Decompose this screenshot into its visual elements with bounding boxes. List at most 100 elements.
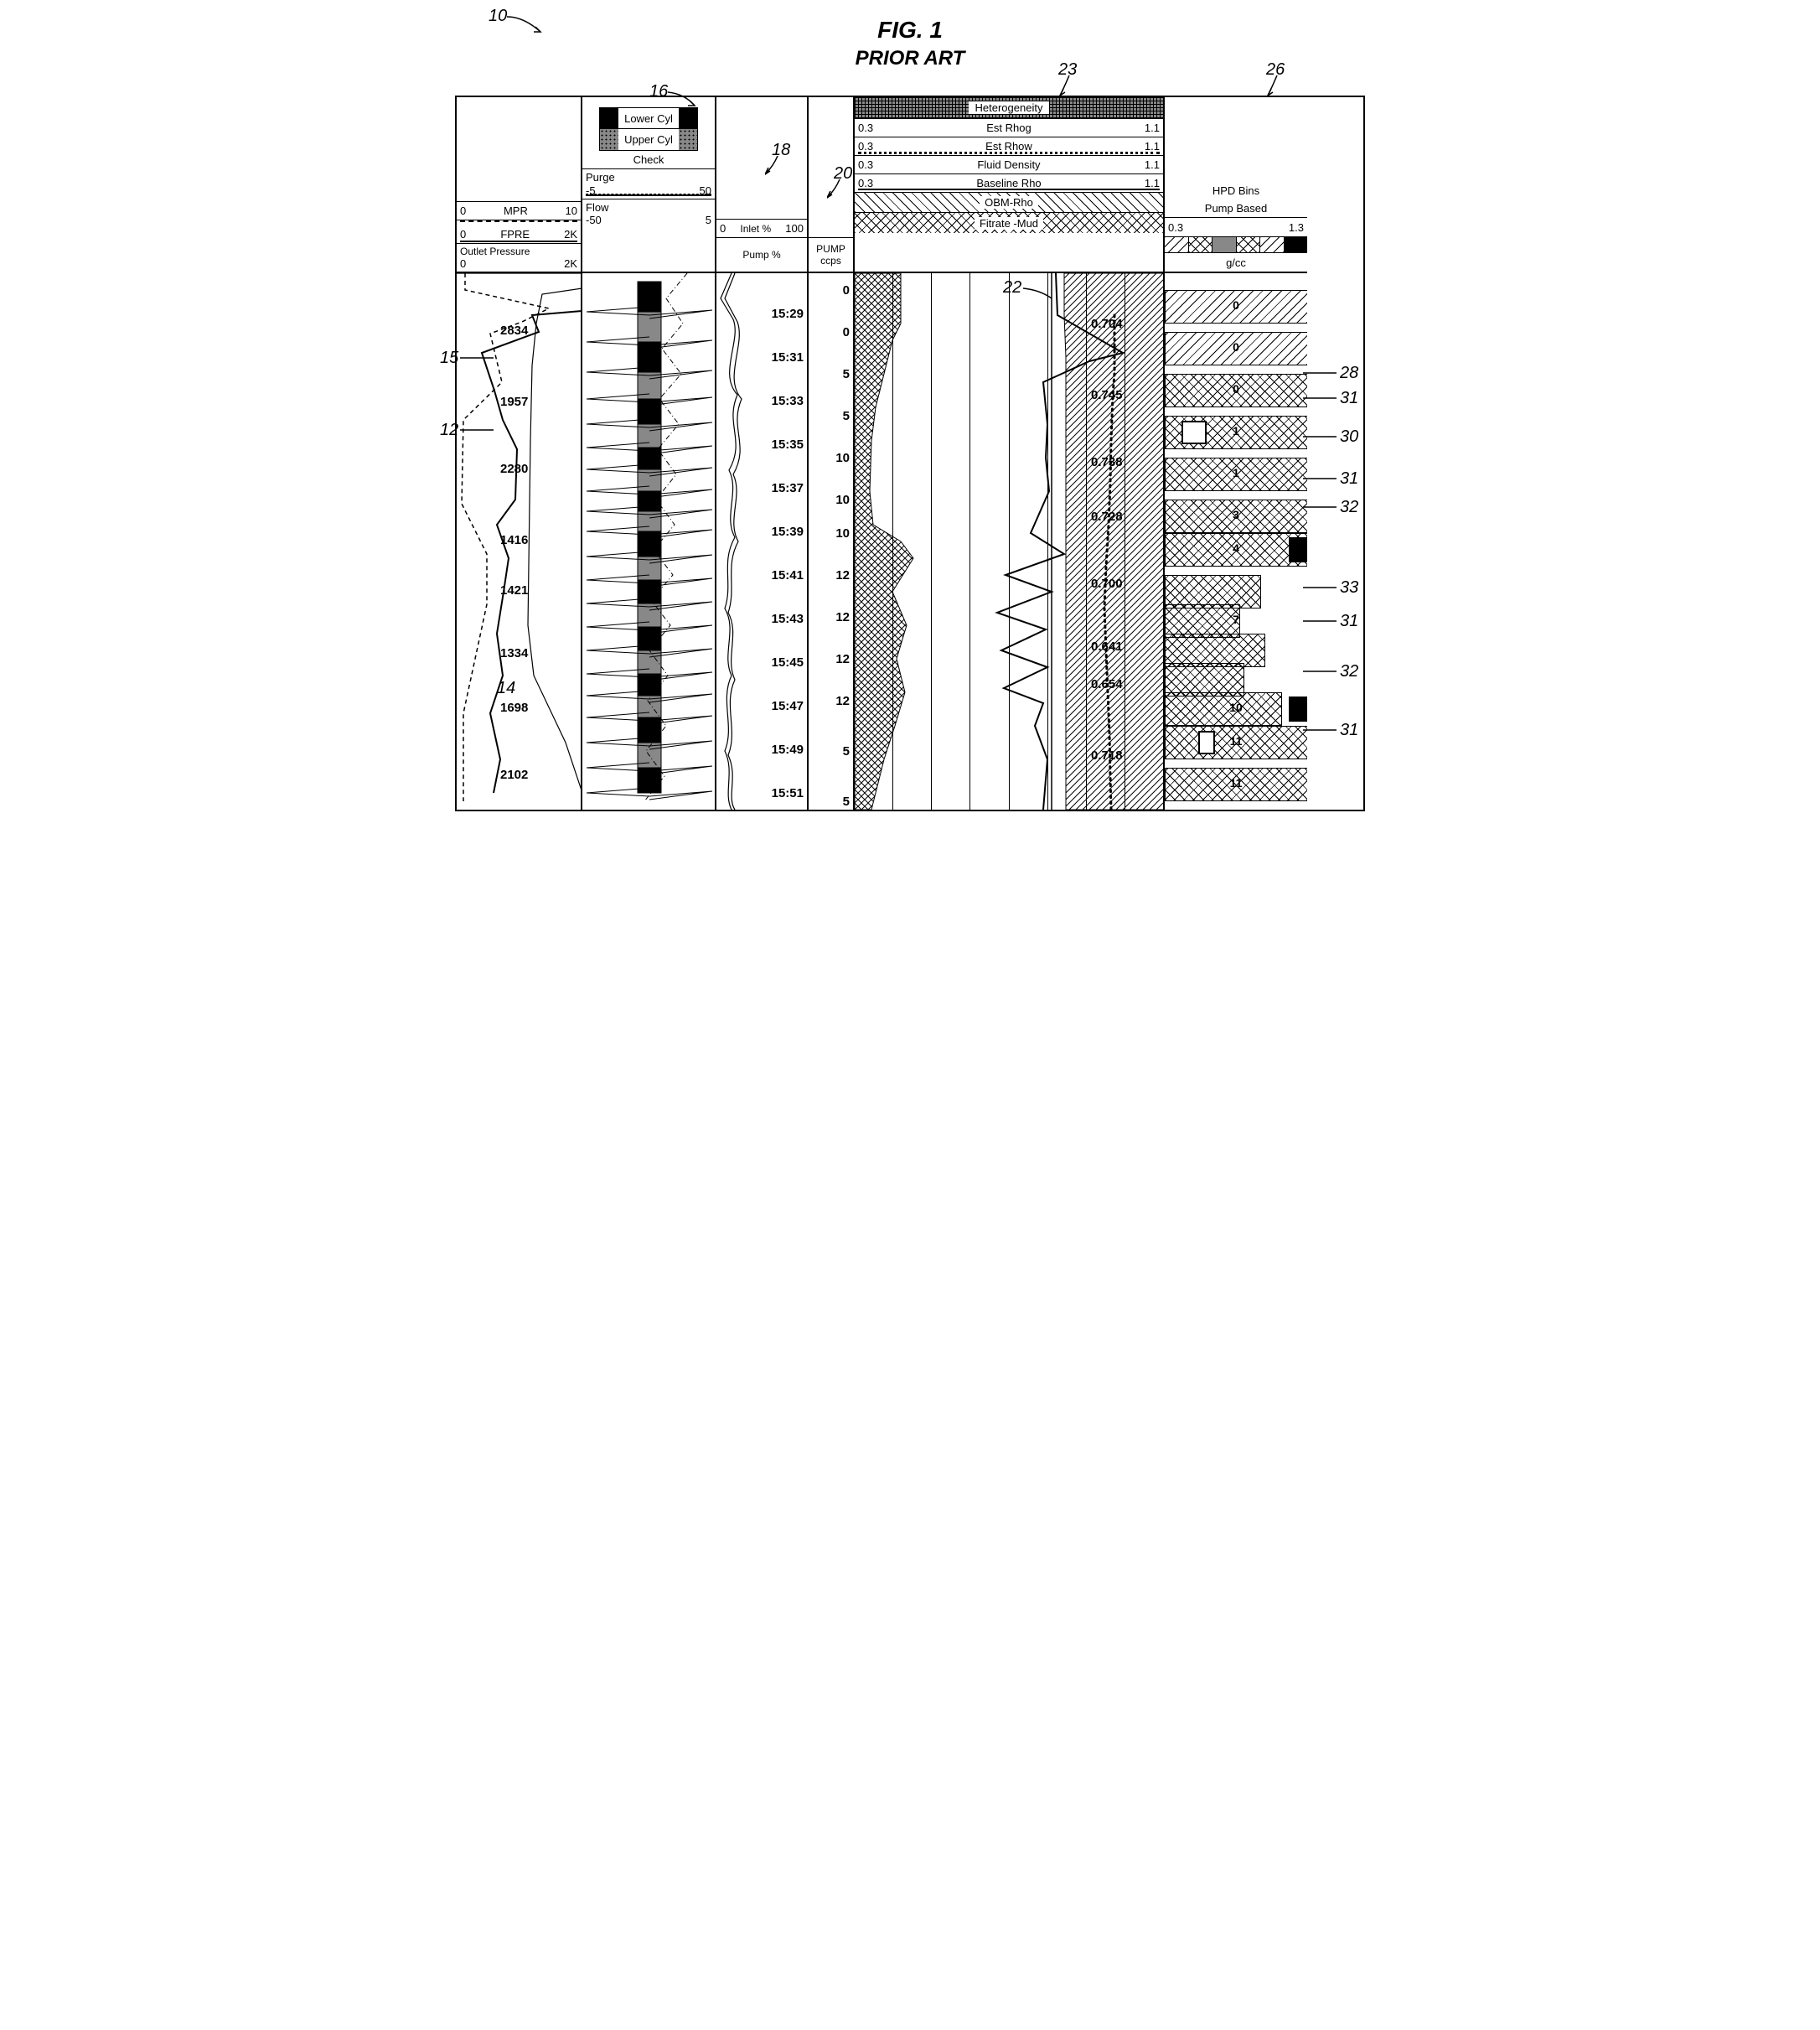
pressure-value: 2834: [500, 324, 528, 338]
hpd-bin: [1165, 634, 1265, 667]
track-pressure: 0 MPR 10 0 FPRE 2K Outlet Pressure 02K: [457, 97, 582, 810]
pump-value: 5: [843, 367, 850, 381]
upper-cyl-legend: Upper Cyl: [599, 129, 698, 151]
time-label: 15:43: [772, 612, 804, 626]
track-hpd-bins: HPD Bins Pump Based 0.3 1.3 g/cc 0001134…: [1165, 97, 1307, 810]
callout-26: 26: [1266, 60, 1285, 80]
header-hpd-bins-1: HPD Bins: [1165, 181, 1307, 199]
legend-swatch: [1260, 237, 1285, 252]
pressure-value: 1698: [500, 701, 528, 715]
rho-value: 0.728: [1091, 510, 1123, 524]
pump-value: 5: [843, 795, 850, 809]
legend-swatch: [1285, 237, 1308, 252]
header-bins-range: 0.3 1.3: [1165, 218, 1307, 236]
time-label: 15:35: [772, 438, 804, 452]
header-fluid-density: 0.3 Fluid Density 1.1: [855, 156, 1163, 174]
bin-inset: [1198, 731, 1215, 754]
track3-data: 15:29 15:31 15:33 15:35 15:37 15:39 15:41 15:43…: [716, 273, 807, 810]
bin-label: 3: [1233, 508, 1239, 521]
header-flow: Flow -505: [582, 199, 715, 228]
track5-data: 0.704 0.745 0.738 0.728 0.700 0.641 0.654 0.718: [855, 273, 1163, 810]
legend-swatch: [1237, 237, 1261, 252]
rho-value: 0.700: [1091, 577, 1123, 591]
rho-value: 0.745: [1091, 388, 1123, 402]
header-obm-rho: OBM-Rho: [855, 193, 1163, 213]
pump-value: 5: [843, 409, 850, 423]
bin-label: 7: [1233, 613, 1239, 626]
pressure-value: 1334: [500, 646, 528, 660]
track2-data: [582, 273, 715, 810]
track-density: Heterogeneity 0.3 Est Rhog 1.1 0.3 Est R…: [855, 97, 1165, 810]
bin-label: 11: [1230, 776, 1243, 790]
header-outlet: Outlet Pressure 02K: [457, 244, 581, 272]
bin-label: 0: [1233, 340, 1239, 354]
pump-value: 12: [835, 694, 850, 708]
header-heterogeneity: Heterogeneity: [855, 97, 1163, 119]
header-fpre: 0 FPRE 2K: [457, 225, 581, 244]
log-tracks: 0 MPR 10 0 FPRE 2K Outlet Pressure 02K: [455, 96, 1365, 811]
header-hpd-bins-2: Pump Based: [1165, 199, 1307, 218]
pressure-value: 1957: [500, 395, 528, 409]
bin-label: 1: [1233, 466, 1239, 479]
rho-value: 0.654: [1091, 677, 1123, 691]
bin-inset: [1181, 421, 1207, 444]
time-label: 15:33: [772, 394, 804, 408]
bin-label: 0: [1233, 382, 1239, 396]
time-label: 15:45: [772, 655, 804, 670]
pump-value: 0: [843, 283, 850, 298]
track4-data: 00551010101212121255: [809, 273, 853, 810]
header-inlet: 0 Inlet % 100: [716, 220, 807, 238]
header-baseline-rho: 0.3 Baseline Rho 1.1: [855, 174, 1163, 193]
header-est-rhow: 0.3 Est Rhow 1.1: [855, 137, 1163, 156]
rho-value: 0.718: [1091, 748, 1123, 763]
rho-value: 0.641: [1091, 640, 1123, 654]
header-purge: Purge -550: [582, 169, 715, 199]
pump-value: 0: [843, 325, 850, 339]
pressure-value: 1421: [500, 583, 528, 598]
pump-value: 5: [843, 744, 850, 759]
hpd-bin: [1165, 692, 1282, 726]
rho-value: 0.704: [1091, 317, 1123, 331]
pressure-value: 1416: [500, 533, 528, 547]
header-est-rhog: 0.3 Est Rhog 1.1: [855, 119, 1163, 137]
pressure-value: 2280: [500, 462, 528, 476]
bin-label: 4: [1233, 541, 1239, 555]
bins-legend-swatches: [1165, 236, 1307, 253]
rho-value: 0.738: [1091, 455, 1123, 469]
time-label: 15:41: [772, 568, 804, 583]
time-label: 15:29: [772, 307, 804, 321]
pump-value: 12: [835, 610, 850, 624]
header-pumppct: Pump %: [716, 238, 807, 272]
pump-value: 10: [835, 526, 850, 541]
legend-swatch: [1189, 237, 1213, 252]
bin-label: 10: [1229, 701, 1243, 714]
bin-label: 1: [1233, 424, 1239, 438]
header-bins-unit: g/cc: [1165, 253, 1307, 272]
track6-data: 00011347101111: [1165, 273, 1307, 810]
legend-swatch: [1165, 237, 1189, 252]
time-label: 15:47: [772, 699, 804, 713]
time-label: 15:31: [772, 350, 804, 365]
header-check: Check: [582, 151, 715, 169]
figure-subtitle: PRIOR ART: [455, 47, 1365, 70]
time-label: 15:39: [772, 525, 804, 539]
pump-value: 10: [835, 493, 850, 507]
bin-label: 0: [1233, 298, 1239, 312]
time-label: 15:51: [772, 786, 804, 800]
pump-value: 12: [835, 568, 850, 583]
callout-10: 10: [489, 7, 507, 26]
lower-cyl-legend: Lower Cyl: [599, 107, 698, 129]
bin-label: 11: [1230, 734, 1243, 748]
hpd-bin: [1165, 663, 1244, 697]
header-fitrate-mud: Fitrate -Mud: [855, 213, 1163, 233]
pressure-value: 2102: [500, 768, 528, 782]
legend-swatch: [1212, 237, 1237, 252]
track-pump: PUMP ccps 00551010101212121255: [809, 97, 855, 810]
track-inlet: 0 Inlet % 100 Pump % 15:29 15:31 15:33 15:3…: [716, 97, 809, 810]
time-label: 15:37: [772, 481, 804, 495]
figure-container: FIG. 1 PRIOR ART 10 16 18 20 23 26 15 12…: [455, 17, 1365, 811]
track-flow: Lower Cyl Upper Cyl Check Purge -550 Flo…: [582, 97, 716, 810]
pump-value: 12: [835, 652, 850, 666]
figure-title: FIG. 1: [455, 17, 1365, 44]
bin-blackbox: [1289, 537, 1307, 562]
